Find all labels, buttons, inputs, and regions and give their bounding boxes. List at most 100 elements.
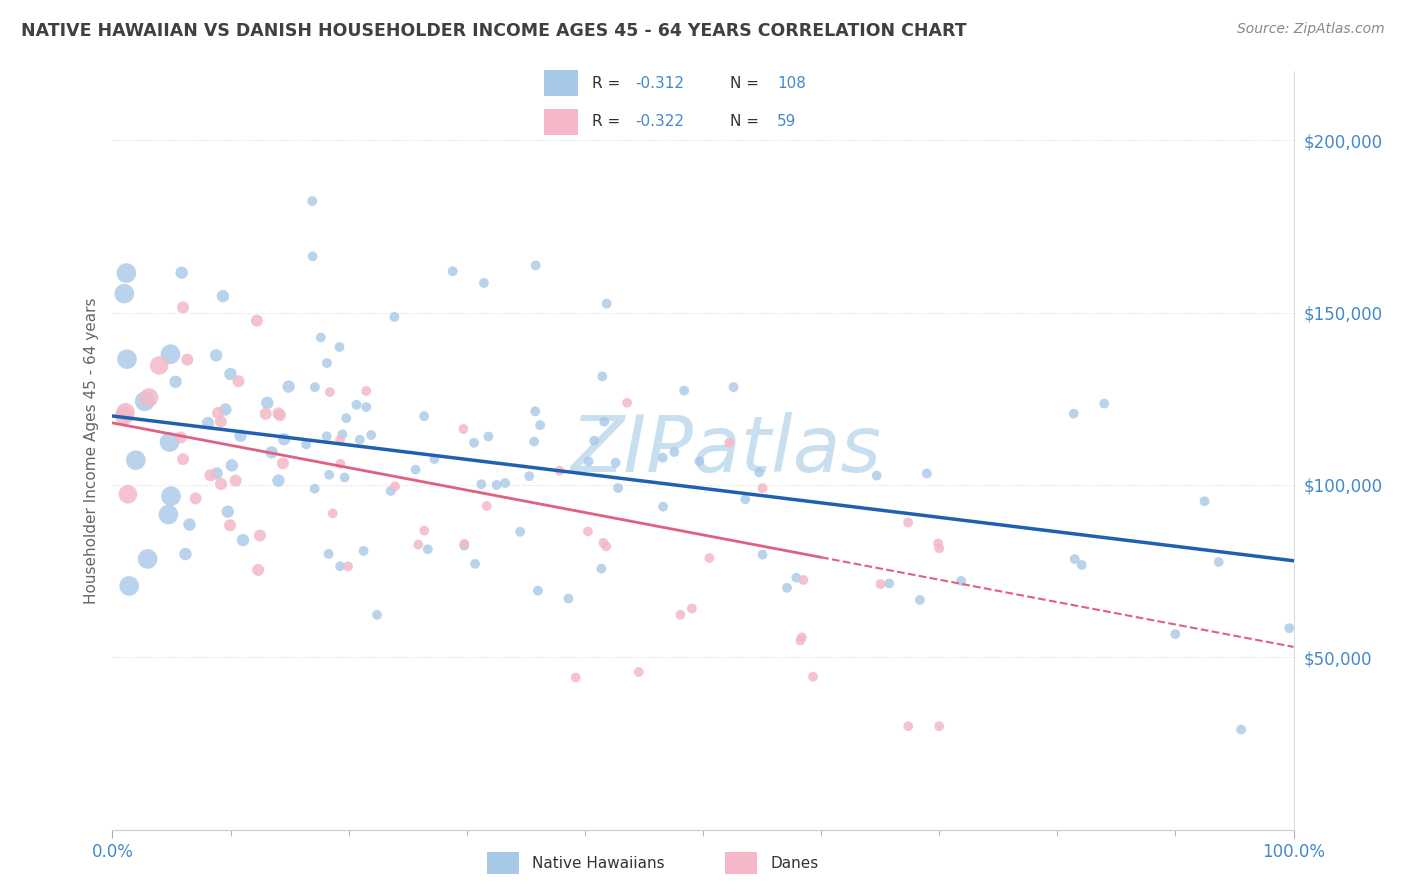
Point [346, 398, 368, 412]
Point [200, 468, 222, 483]
Text: Danes: Danes [770, 855, 818, 871]
Point [356, 400, 378, 414]
Text: Native Hawaiians: Native Hawaiians [531, 855, 665, 871]
Point [509, 524, 531, 539]
Point [256, 396, 278, 410]
Point [578, 454, 600, 468]
Point [869, 577, 891, 591]
Point [159, 347, 181, 361]
Point [184, 491, 207, 506]
Point [792, 573, 814, 587]
Point [1164, 627, 1187, 641]
Point [114, 405, 136, 419]
Point [413, 524, 436, 538]
Point [249, 528, 271, 542]
Point [329, 433, 352, 447]
Point [591, 562, 613, 576]
Text: N =: N = [730, 76, 763, 91]
Point [1208, 555, 1230, 569]
Text: ZIP​atlas: ZIP​atlas [571, 412, 882, 489]
Point [576, 524, 599, 539]
Point [651, 450, 673, 465]
Point [221, 458, 243, 473]
Point [170, 266, 193, 280]
Point [232, 533, 254, 548]
Point [209, 415, 232, 429]
Point [360, 428, 382, 442]
Point [269, 408, 291, 422]
Point [595, 296, 617, 310]
Point [866, 468, 889, 483]
Point [318, 467, 340, 482]
Point [354, 384, 377, 398]
Point [1278, 621, 1301, 635]
Point [225, 474, 247, 488]
Point [318, 547, 340, 561]
Point [405, 462, 427, 476]
Point [529, 418, 551, 433]
Point [688, 454, 710, 468]
Point [1063, 552, 1085, 566]
Point [441, 264, 464, 278]
Point [118, 579, 141, 593]
Point [464, 557, 486, 571]
Point [751, 548, 773, 562]
Point [950, 574, 973, 588]
Point [927, 536, 949, 550]
Point [897, 719, 920, 733]
Point [205, 348, 228, 362]
Point [453, 539, 475, 553]
Point [463, 435, 485, 450]
Point [1230, 723, 1253, 737]
Point [125, 453, 148, 467]
Text: R =: R = [592, 76, 624, 91]
Point [165, 375, 187, 389]
Text: 59: 59 [778, 114, 797, 129]
Point [115, 266, 138, 280]
Point [595, 540, 617, 554]
Point [273, 432, 295, 446]
Point [349, 433, 371, 447]
Y-axis label: Householder Income Ages 45 - 64 years: Householder Income Ages 45 - 64 years [83, 297, 98, 604]
Point [212, 289, 235, 303]
Point [267, 407, 290, 421]
Point [246, 313, 269, 327]
Point [260, 445, 283, 459]
Point [652, 500, 675, 514]
Point [408, 538, 430, 552]
Point [583, 434, 606, 448]
Point [176, 352, 198, 367]
Point [172, 301, 194, 315]
Point [524, 259, 547, 273]
Point [557, 591, 579, 606]
Point [605, 456, 627, 470]
Point [277, 379, 299, 393]
Point [1063, 407, 1085, 421]
Point [157, 508, 180, 522]
Point [136, 552, 159, 566]
Point [335, 411, 357, 425]
Point [134, 394, 156, 409]
Point [217, 505, 239, 519]
Point [170, 430, 193, 444]
Point [723, 380, 745, 394]
Point [112, 286, 135, 301]
Point [485, 478, 508, 492]
Bar [544, 70, 578, 96]
Point [329, 559, 352, 574]
Text: N =: N = [730, 114, 763, 129]
Point [472, 276, 495, 290]
Point [115, 352, 138, 367]
Point [384, 310, 406, 324]
Point [315, 429, 337, 443]
Point [295, 437, 318, 451]
Point [616, 396, 638, 410]
Point [453, 422, 475, 436]
Point [179, 517, 201, 532]
Point [416, 542, 439, 557]
Point [1194, 494, 1216, 508]
Text: -0.322: -0.322 [636, 114, 685, 129]
Point [908, 593, 931, 607]
Point [699, 551, 721, 566]
Point [669, 607, 692, 622]
